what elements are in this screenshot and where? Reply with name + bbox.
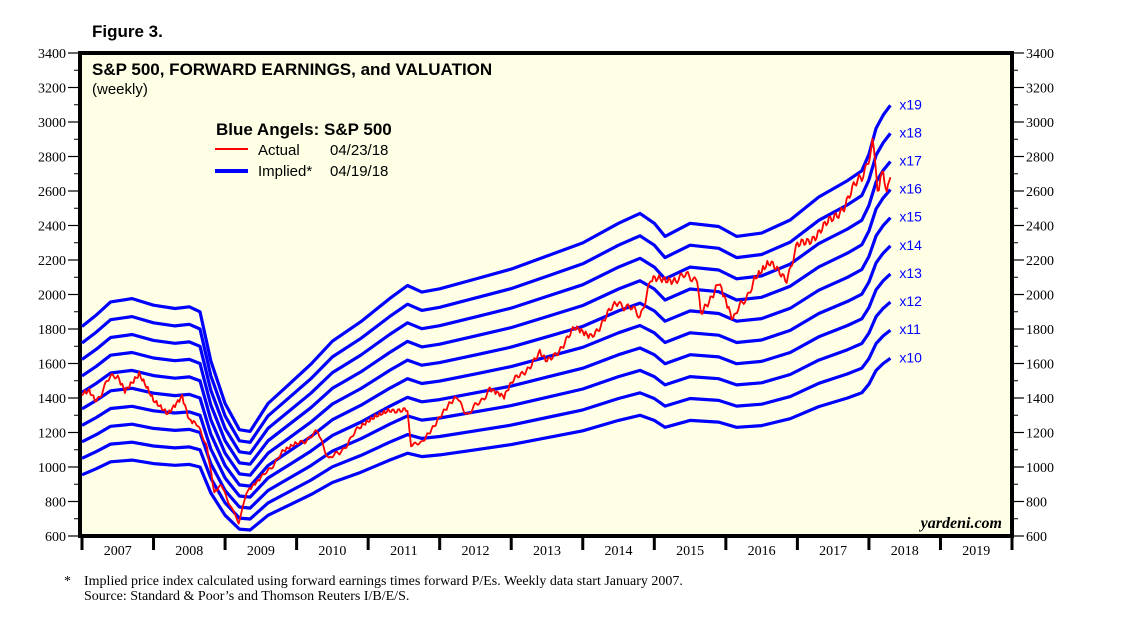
x-tick-label: 2008 bbox=[175, 544, 203, 559]
y-tick-label-left: 2000 bbox=[38, 289, 66, 304]
x-tick-label: 2018 bbox=[891, 544, 919, 559]
y-tick-label-left: 2200 bbox=[38, 254, 66, 269]
y-tick-label-right: 1200 bbox=[1026, 427, 1054, 442]
y-tick-label-right: 1400 bbox=[1026, 392, 1054, 407]
y-tick-label-left: 3200 bbox=[38, 82, 66, 97]
axis-ticks bbox=[68, 52, 1024, 550]
legend-date-implied: 04/19/18 bbox=[330, 163, 388, 180]
implied-line-x13 bbox=[81, 272, 892, 499]
legend-label-actual: Actual bbox=[258, 142, 300, 159]
y-tick-label-right: 1600 bbox=[1026, 358, 1054, 373]
implied-label-x19: x19 bbox=[899, 96, 922, 112]
x-tick-label: 2009 bbox=[247, 544, 275, 559]
footnote: * Implied price index calculated using fo… bbox=[64, 574, 683, 604]
y-tick-label-left: 3400 bbox=[38, 47, 66, 62]
y-tick-label-left: 2400 bbox=[38, 220, 66, 235]
x-tick-label: 2017 bbox=[819, 544, 847, 559]
y-tick-label-right: 3400 bbox=[1026, 47, 1054, 62]
y-tick-label-right: 3000 bbox=[1026, 116, 1054, 131]
implied-line-x16 bbox=[81, 188, 892, 466]
y-tick-label-left: 1400 bbox=[38, 392, 66, 407]
y-tick-label-left: 1200 bbox=[38, 427, 66, 442]
implied-label-x18: x18 bbox=[899, 124, 922, 140]
legend-date-actual: 04/23/18 bbox=[330, 142, 388, 159]
implied-label-x17: x17 bbox=[899, 153, 922, 169]
axis-labels: 600 600 800 800 1000 1000 1200 1200 1400 1400 1600… bbox=[38, 47, 1054, 559]
y-tick-label-left: 1000 bbox=[38, 461, 66, 476]
implied-line-x18 bbox=[81, 132, 892, 444]
y-tick-label-left: 2600 bbox=[38, 185, 66, 200]
x-tick-label: 2012 bbox=[461, 544, 489, 559]
x-tick-label: 2010 bbox=[318, 544, 346, 559]
y-tick-label-left: 600 bbox=[45, 530, 66, 545]
implied-line-x19 bbox=[80, 104, 892, 433]
implied-line-x10 bbox=[81, 357, 892, 532]
x-tick-label: 2015 bbox=[676, 544, 704, 559]
chart-title: S&P 500, FORWARD EARNINGS, and VALUATION bbox=[92, 60, 492, 79]
x-tick-label: 2016 bbox=[748, 544, 776, 559]
y-tick-label-right: 1000 bbox=[1026, 461, 1054, 476]
implied-line-x12 bbox=[81, 300, 892, 510]
figure-label: Figure 3. bbox=[92, 22, 163, 41]
actual-line-group bbox=[81, 137, 892, 525]
y-tick-label-left: 2800 bbox=[38, 151, 66, 166]
implied-label-x11: x11 bbox=[899, 321, 921, 337]
implied-label-x12: x12 bbox=[899, 293, 922, 309]
implied-label-x10: x10 bbox=[899, 349, 922, 365]
footnote-line2: Source: Standard & Poor’s and Thomson Re… bbox=[84, 589, 410, 604]
footnote-marker: * bbox=[64, 574, 71, 589]
x-tick-label: 2011 bbox=[390, 544, 417, 559]
y-tick-label-right: 600 bbox=[1026, 530, 1047, 545]
implied-lines: x10 x11 x12 x13 x14 x15 x16 x17 x18 x19 bbox=[80, 96, 922, 532]
x-tick-label: 2013 bbox=[533, 544, 561, 559]
legend-label-implied: Implied* bbox=[258, 163, 312, 180]
y-tick-label-left: 3000 bbox=[38, 116, 66, 131]
y-tick-label-right: 2600 bbox=[1026, 185, 1054, 200]
y-tick-label-right: 1800 bbox=[1026, 323, 1054, 338]
x-tick-label: 2014 bbox=[605, 544, 633, 559]
y-tick-label-right: 3200 bbox=[1026, 82, 1054, 97]
actual-sp500-line bbox=[81, 137, 892, 525]
implied-label-x14: x14 bbox=[899, 237, 922, 253]
implied-label-x16: x16 bbox=[899, 181, 922, 197]
chart-subtitle: (weekly) bbox=[92, 81, 148, 98]
x-tick-label: 2019 bbox=[962, 544, 990, 559]
implied-line-x17 bbox=[81, 160, 892, 455]
implied-line-x14 bbox=[81, 244, 892, 488]
y-tick-label-right: 2800 bbox=[1026, 151, 1054, 166]
y-tick-label-right: 2000 bbox=[1026, 289, 1054, 304]
implied-line-x15 bbox=[81, 216, 892, 477]
y-tick-label-right: 2200 bbox=[1026, 254, 1054, 269]
y-tick-label-right: 2400 bbox=[1026, 220, 1054, 235]
footnote-line1: Implied price index calculated using for… bbox=[84, 574, 683, 589]
x-tick-label: 2007 bbox=[104, 544, 132, 559]
legend-title: Blue Angels: S&P 500 bbox=[216, 120, 392, 139]
y-tick-label-left: 800 bbox=[45, 496, 66, 511]
y-tick-label-left: 1800 bbox=[38, 323, 66, 338]
watermark: yardeni.com bbox=[919, 515, 1002, 532]
implied-label-x15: x15 bbox=[899, 209, 922, 225]
y-tick-label-left: 1600 bbox=[38, 358, 66, 373]
y-tick-label-right: 800 bbox=[1026, 496, 1047, 511]
legend: Blue Angels: S&P 500 Actual 04/23/18 Imp… bbox=[215, 120, 392, 180]
implied-label-x13: x13 bbox=[899, 265, 922, 281]
implied-line-x11 bbox=[81, 328, 892, 521]
